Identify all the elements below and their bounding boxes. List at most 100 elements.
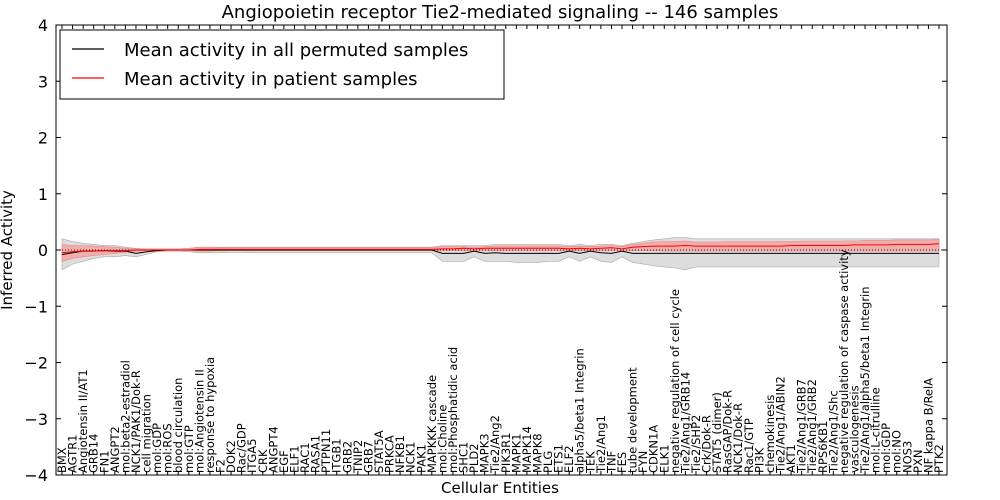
- permuted-mean-line: [61, 249, 939, 255]
- x-tick-label: ANGPT2: [108, 426, 122, 473]
- plot-area: [56, 237, 947, 271]
- x-tick-label: mol:ROS: [161, 423, 175, 473]
- x-tick-label: EGF: [277, 450, 291, 473]
- x-tick-label: mol:GDP: [879, 423, 893, 473]
- y-tick-label: 2: [38, 129, 48, 148]
- x-tick-label: NFKB1: [393, 435, 407, 473]
- x-tick-label: RPS6KB1: [816, 421, 830, 473]
- x-tick-label: PTK2: [932, 444, 946, 473]
- x-tick-label: MAPK14: [520, 426, 534, 473]
- x-tick-label: Tie2/Ang1/alpha5/beta1 Integrin: [858, 286, 872, 474]
- x-tick-label: mol:NO: [890, 430, 904, 473]
- x-tick-label: PIK3R1: [499, 433, 513, 474]
- x-tick-label: PI3K: [752, 447, 766, 473]
- x-tick-label: mol:Choline: [435, 405, 449, 473]
- x-tick-label: ELK1: [657, 444, 671, 473]
- x-tick-label: NCK1/Dok-R: [731, 403, 745, 473]
- x-tick-label: RAC1: [298, 442, 312, 473]
- x-tick-label: RASA1: [309, 435, 323, 473]
- x-tick-label: response to hypoxia: [203, 357, 217, 473]
- y-tick-label: 0: [38, 241, 48, 260]
- x-tick-label: negative regulation of cell cycle: [668, 289, 682, 473]
- x-tick-label: FES: [615, 452, 629, 473]
- x-tick-label: blood circulation: [171, 378, 185, 473]
- x-tick-label: AKT1: [784, 444, 798, 473]
- x-tick-label: ITGB1: [330, 438, 344, 473]
- x-tick-label: negative regulation of caspase activity: [837, 249, 851, 473]
- y-tick-label: 4: [38, 16, 48, 35]
- x-tick-label: NCK1/PAK1/Dok-R: [129, 370, 143, 473]
- y-axis: −4 −3 −2 −1 0 1 2 3 4: [24, 16, 947, 485]
- x-axis-label: Cellular Entities: [441, 479, 559, 497]
- x-tick-label: Rac/GDP: [235, 423, 249, 473]
- x-tick-label: Tie2/Ang1/Shc: [826, 390, 840, 474]
- y-tick-label: −3: [24, 410, 48, 429]
- x-tick-label: MAPK8: [531, 433, 545, 473]
- x-tick-label: ELF1: [288, 445, 302, 473]
- x-tick-label: NF kappa B/RelA: [921, 378, 935, 473]
- x-tick-label: vasculogenesis: [848, 385, 862, 473]
- x-tick-label: TEK: [583, 451, 597, 474]
- legend: Mean activity in all permuted samples Me…: [59, 29, 505, 100]
- y-tick-label: 3: [38, 72, 48, 91]
- x-tick-label: PAK1: [414, 444, 428, 473]
- x-tick-label: STAT5 (dimer): [710, 392, 724, 473]
- x-tick-label: Rac1/GTP: [742, 418, 756, 473]
- x-tick-label: PLD2: [467, 443, 481, 473]
- x-tick-label: GRB14: [87, 434, 101, 473]
- x-tick-label: ETS1: [552, 444, 566, 473]
- x-tick-label: mol:Angiotensin II: [192, 369, 206, 473]
- y-tick-label: −2: [24, 354, 48, 373]
- x-tick-label: mol:Phosphatidic acid: [446, 347, 460, 473]
- x-tick-label: cell migration: [140, 394, 154, 473]
- x-tick-label: tube development: [626, 367, 640, 473]
- x-tick-label: BMX: [55, 447, 69, 473]
- x-tick-label: Tie2/Ang1: [594, 415, 608, 474]
- legend-box: [59, 29, 505, 100]
- patient-mean-line: [61, 243, 940, 254]
- x-tick-label: alpha5/beta1 Integrin: [573, 348, 587, 473]
- y-tick-label: −1: [24, 297, 48, 316]
- x-tick-label: Crk/Dok-R: [700, 415, 714, 473]
- x-tick-label: chemokinesis: [763, 395, 777, 473]
- x-tick-label: AGTR1: [66, 435, 80, 474]
- x-tick-label: TNIP2: [351, 440, 365, 474]
- y-tick-label: 1: [38, 185, 48, 204]
- x-tick-label: GRB2: [340, 441, 354, 473]
- chart-title: Angiopoietin receptor Tie2-mediated sign…: [222, 2, 779, 23]
- x-tick-label: Tie2/Ang1/GRB7: [795, 379, 809, 474]
- x-tick-label: Tie2/SHP2: [689, 415, 703, 474]
- x-tick-label: STAT5A: [372, 430, 386, 473]
- x-tick-label: CDKN1A: [647, 425, 661, 473]
- x-tick-label: NCK1: [404, 442, 418, 474]
- x-tick-label: NOS3: [900, 441, 914, 473]
- x-tick-label: ELF2: [562, 445, 576, 473]
- x-tick-label: mol:L-citrulline: [869, 387, 883, 473]
- x-tick-label: FN1: [97, 450, 111, 473]
- x-tick-label: MAPK3: [478, 433, 492, 473]
- x-tick-label: PXN: [911, 450, 925, 473]
- x-tick-label: ANGPT4: [266, 426, 280, 473]
- x-tick-label: MAPK1: [509, 433, 523, 473]
- x-tick-label: MAPKKK cascade: [425, 375, 439, 473]
- x-tick-label: DOK2: [224, 440, 238, 473]
- x-tick-label: RasGAP/Dok-R: [721, 390, 735, 473]
- y-tick-label: −4: [24, 466, 48, 485]
- x-tick-label: F2: [214, 459, 228, 473]
- x-tick-label: Tie2/Ang1/GRB2: [805, 379, 819, 474]
- x-tick-label: GRB7: [361, 441, 375, 473]
- x-tick-label: Tie2/Ang1/GRB14: [678, 372, 692, 474]
- x-tick-label: ITGA5: [245, 438, 259, 473]
- x-tick-label: Tie2/Ang1/ABIN2: [774, 376, 788, 474]
- x-tick-label: mol:beta2-estradiol: [118, 360, 132, 473]
- x-tick-label: FYN: [636, 451, 650, 473]
- x-tick-label: PRKCA: [383, 435, 397, 473]
- x-tick-label: PTPN11: [319, 429, 333, 473]
- x-tick-label: Angiotensin II/AT1: [76, 369, 90, 473]
- legend-label-patient: Mean activity in patient samples: [124, 69, 418, 90]
- x-tick-label: CRK: [256, 449, 270, 473]
- x-tick-label: mol:GDP: [150, 423, 164, 473]
- x-tick-label: PLG: [541, 451, 555, 473]
